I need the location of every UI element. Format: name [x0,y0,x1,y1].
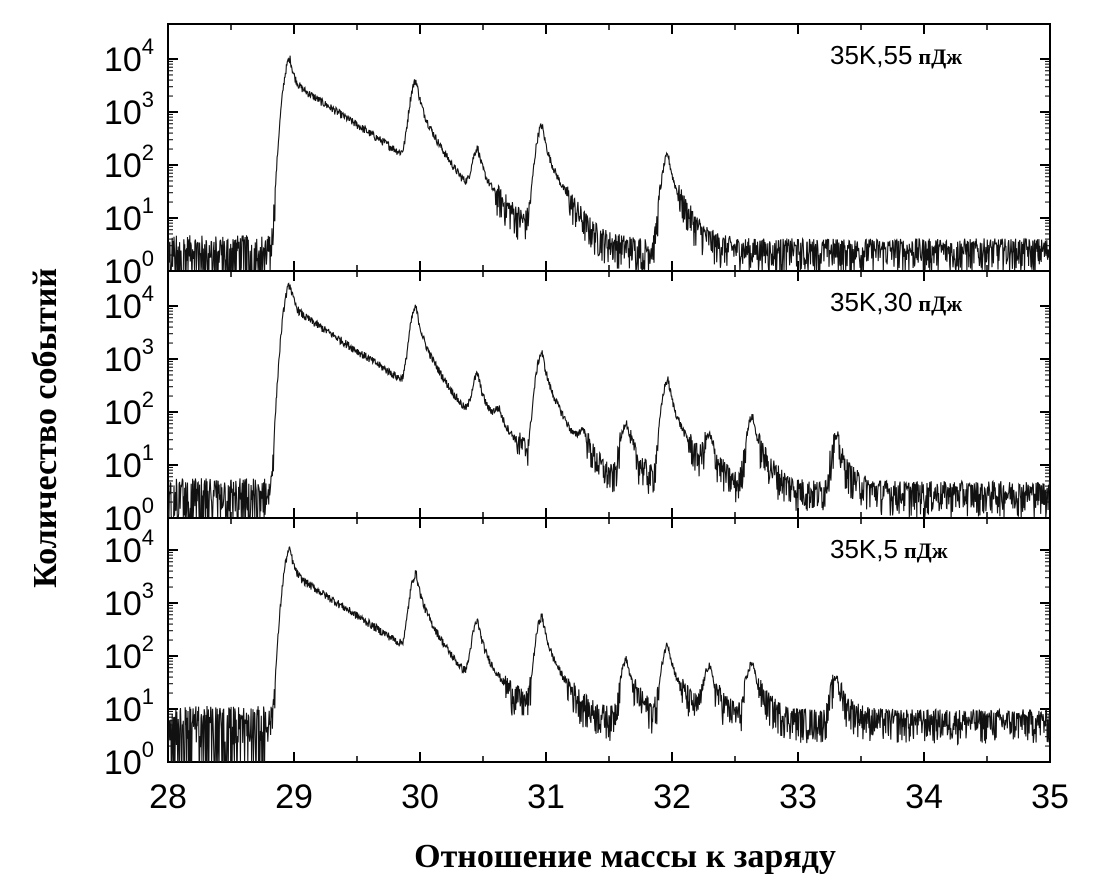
y-tick-label: 103 [104,578,154,623]
y-tick-label: 102 [104,140,154,185]
panels: 100 101 102 103 104 35K,55 пДж 100 101 102 103 104 3… [104,23,1051,782]
y-tick-label: 101 [104,684,154,729]
x-tick-label: 33 [779,778,817,816]
y-tick-label: 101 [104,193,154,238]
y-tick-label: 103 [104,87,154,132]
spectrum-trace [168,282,1050,518]
y-tick-label: 102 [104,631,154,676]
y-tick-label: 103 [104,334,154,379]
y-tick-label: 102 [104,387,154,432]
y-tick-label: 104 [104,281,154,326]
spectrum-trace [168,55,1050,271]
spectrum-trace [168,546,1050,762]
y-tick-label: 104 [104,34,154,79]
x-tick-label: 34 [905,778,943,816]
y-tick-label: 104 [104,525,154,570]
x-tick-label: 30 [401,778,439,816]
y-tick-label: 100 [104,246,154,291]
panel-condition-label: 35K,55 пДж [830,40,962,70]
spectrum-panel: 100 101 102 103 104 35K,55 пДж [104,23,1051,291]
x-axis-label: Отношение массы к заряду [414,838,836,875]
spectrum-panel: 100 101 102 103 104 35K,5 пДж [104,517,1051,782]
y-tick-label: 100 [104,737,154,782]
panel-condition-label: 35K,5 пДж [830,534,948,564]
x-tick-label: 32 [653,778,691,816]
x-axis-ticks: 28 29 30 31 32 33 34 35 [149,778,1069,816]
y-axis-label: Количество событий [27,268,64,588]
x-tick-label: 31 [527,778,565,816]
x-tick-label: 35 [1031,778,1069,816]
panel-condition-label: 35K,30 пДж [830,287,962,317]
x-tick-label: 28 [149,778,187,816]
x-tick-label: 29 [275,778,313,816]
y-tick-label: 101 [104,440,154,485]
